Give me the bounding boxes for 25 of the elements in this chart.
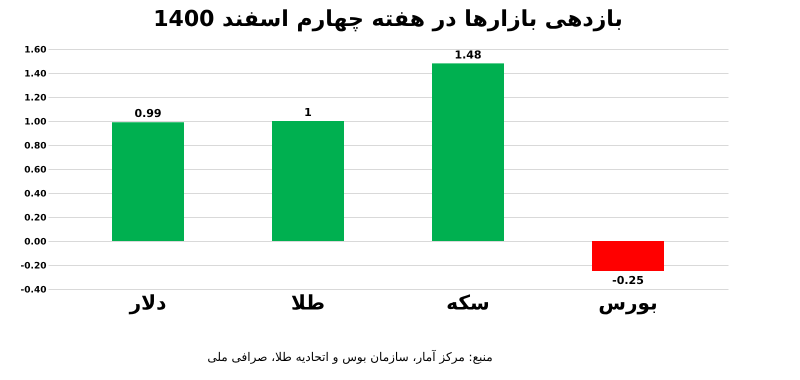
y-tick-label: 0.00 — [24, 238, 46, 248]
y-tick-label: 0.60 — [24, 166, 46, 176]
y-tick-label: 1.60 — [24, 46, 46, 56]
data-label: 1.48 — [454, 48, 482, 62]
y-tick-label: -0.20 — [20, 262, 46, 272]
x-tick-label: بورس — [598, 290, 658, 314]
y-tick-label: 0.20 — [24, 214, 46, 224]
y-tick-label: 0.80 — [24, 142, 46, 152]
text: منبع: مرکز آمار، سازمان بوس و اتحادیه طلا، صرافی ملی — [206, 350, 494, 364]
x-tick-label: طلا — [290, 290, 326, 314]
bar — [432, 63, 504, 241]
bar — [592, 241, 664, 271]
bar — [272, 121, 344, 241]
x-tick-label: دلار — [128, 290, 166, 314]
data-label: 0.99 — [134, 107, 162, 120]
bar — [112, 122, 184, 241]
y-tick-label: 1.00 — [24, 118, 46, 128]
y-tick-label: 1.40 — [24, 70, 46, 80]
y-tick-label: -0.40 — [20, 286, 46, 296]
y-tick-label: 1.20 — [24, 94, 46, 104]
x-tick-label: سکه — [446, 290, 490, 314]
y-tick-label: 0.40 — [24, 190, 46, 200]
data-label: 1 — [304, 106, 312, 119]
data-label: -0.25 — [612, 274, 644, 287]
chart-title: بازدهی بازارها در هفته چهارم اسفند 1400 — [153, 7, 623, 32]
